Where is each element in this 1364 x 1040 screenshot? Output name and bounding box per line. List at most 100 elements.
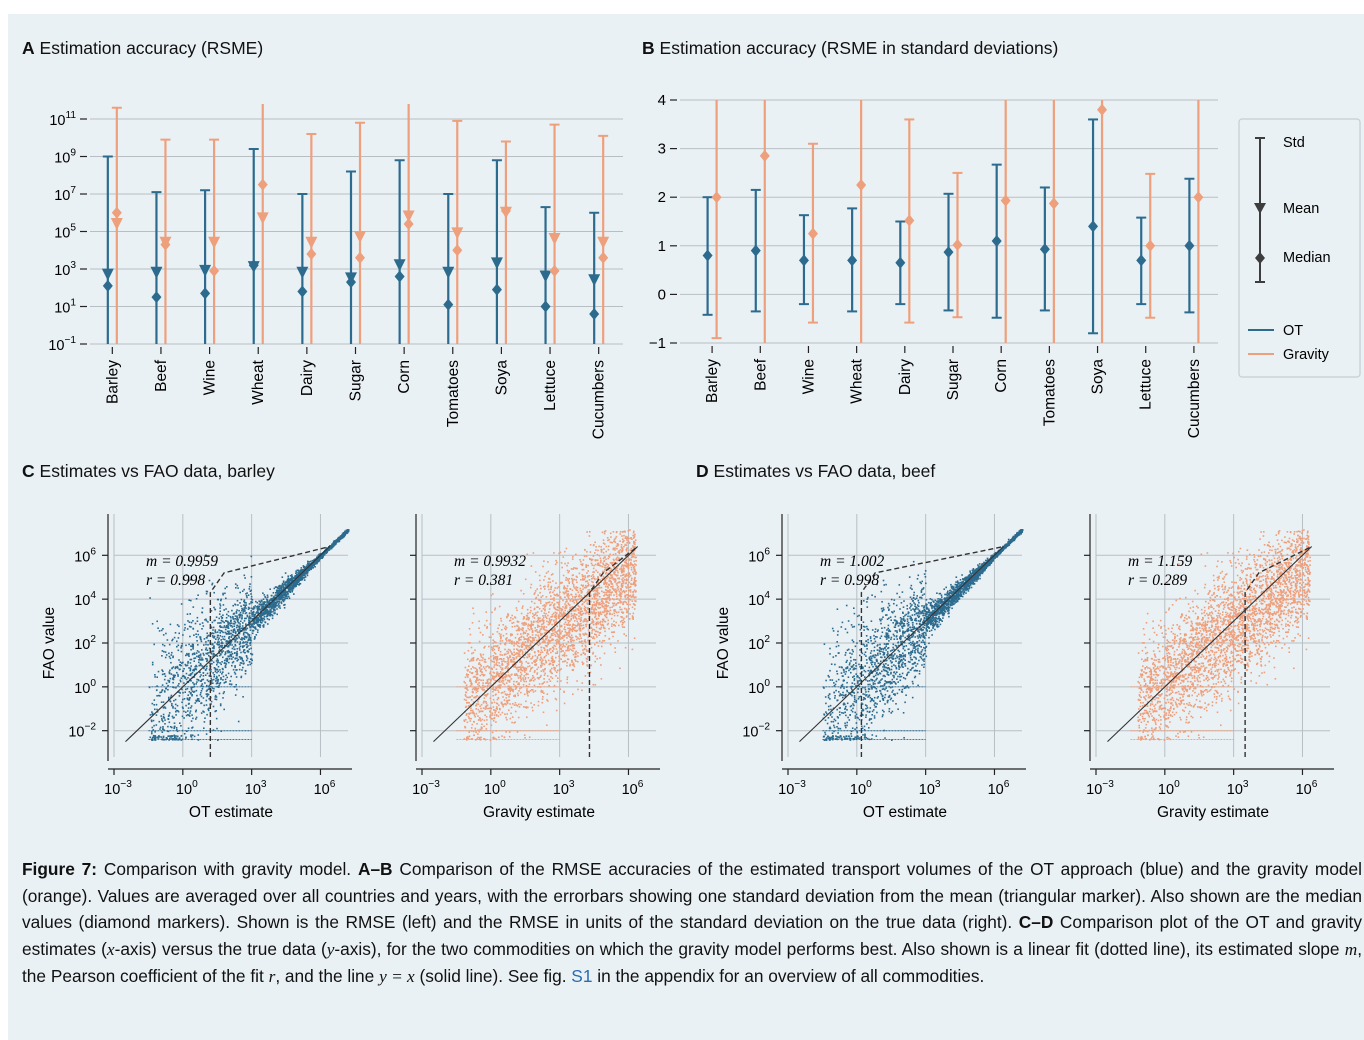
scatter-point	[213, 635, 216, 638]
scatter-point	[163, 650, 165, 653]
scatter-point	[577, 591, 580, 594]
scatter-point	[249, 590, 252, 592]
scatter-point	[541, 651, 544, 653]
scatter-point	[212, 626, 215, 629]
scatter-point	[257, 629, 259, 631]
scatter-point	[576, 614, 578, 616]
scatter-point	[168, 681, 170, 683]
scatter-point	[474, 688, 476, 691]
scatter-point	[234, 652, 236, 654]
scatter-point	[205, 618, 207, 621]
scatter-point	[160, 629, 163, 632]
scatter-point	[631, 552, 634, 555]
scatter-point	[237, 720, 240, 723]
scatter-point	[567, 571, 570, 574]
scatter-point	[211, 650, 213, 653]
scatter-point	[218, 683, 221, 685]
scatter-point	[245, 617, 247, 620]
scatter-point	[573, 620, 576, 622]
scatter-point	[165, 737, 168, 739]
scatter-point	[533, 620, 535, 623]
scatter-point	[177, 673, 179, 676]
scatter-point	[613, 602, 615, 605]
scatter-point	[582, 633, 584, 635]
scatter-point	[231, 644, 233, 646]
scatter-point	[549, 604, 551, 607]
scatter-point	[491, 688, 494, 690]
scatter-point	[168, 643, 171, 646]
scatter-point	[558, 552, 560, 555]
mean-marker-gravity	[305, 236, 318, 249]
x-tick-label: Wheat	[250, 359, 267, 404]
scatter-point	[226, 658, 229, 661]
scatter-point	[153, 643, 155, 646]
scatter-point	[157, 627, 159, 629]
scatter-point	[251, 618, 254, 620]
scatter-point	[541, 623, 543, 626]
scatter-point	[259, 620, 262, 623]
scatter-point	[540, 666, 542, 668]
scatter-point	[254, 636, 256, 638]
scatter-point	[219, 648, 221, 651]
scatter-point	[177, 675, 179, 677]
scatter-point	[621, 571, 623, 574]
scatter-point	[527, 706, 529, 709]
scatter-point	[154, 676, 156, 678]
scatter-point	[508, 619, 511, 622]
scatter-point	[513, 644, 515, 647]
scatter-point	[271, 617, 274, 620]
scatter-point	[178, 625, 180, 628]
scatter-point	[168, 721, 171, 724]
scatter-point	[288, 586, 290, 589]
scatter-point	[245, 595, 248, 597]
scatter-point	[196, 650, 199, 652]
scatter-point	[185, 737, 187, 739]
scatter-point	[240, 638, 242, 641]
scatter-point	[258, 605, 261, 608]
scatter-point	[195, 699, 197, 702]
scatter-point	[183, 629, 186, 631]
scatter-point	[532, 689, 534, 691]
scatter-point	[201, 683, 204, 685]
scatter-point	[207, 709, 210, 712]
scatter-point	[181, 715, 184, 718]
scatter-point	[604, 564, 606, 567]
scatter-point	[212, 655, 214, 658]
scatter-point	[551, 638, 554, 640]
scatter-point	[585, 645, 587, 648]
scatter-point	[199, 693, 202, 696]
scatter-point	[224, 652, 227, 655]
scatter-point	[335, 541, 337, 543]
scatter-point	[208, 684, 211, 687]
scatter-point	[592, 608, 595, 611]
scatter-point	[499, 679, 501, 681]
scatter-point	[215, 631, 217, 634]
scatter-point	[211, 632, 213, 634]
scatter-point	[230, 622, 233, 624]
scatter-point	[214, 667, 217, 670]
scatter-point	[589, 592, 591, 594]
scatter-point	[629, 549, 631, 552]
scatter-point	[573, 587, 576, 589]
scatter-point	[278, 602, 280, 605]
scatter-point	[548, 588, 550, 591]
scatter-point	[575, 553, 577, 556]
scatter-point	[275, 601, 277, 603]
scatter-point	[207, 652, 209, 654]
scatter-point	[281, 588, 283, 591]
scatter-point	[521, 643, 524, 645]
scatter-point	[283, 599, 286, 601]
scatter-point	[479, 631, 482, 634]
scatter-point	[484, 658, 487, 661]
scatter-point	[483, 661, 486, 663]
scatter-point	[170, 696, 172, 698]
scatter-point	[525, 646, 527, 649]
scatter-point	[185, 664, 188, 667]
scatter-point	[491, 646, 493, 649]
scatter-point	[550, 629, 553, 631]
scatter-point	[198, 659, 200, 661]
scatter-point	[245, 602, 247, 604]
scatter-point	[176, 671, 178, 674]
scatter-point	[633, 553, 635, 556]
scatter-point	[599, 573, 601, 575]
